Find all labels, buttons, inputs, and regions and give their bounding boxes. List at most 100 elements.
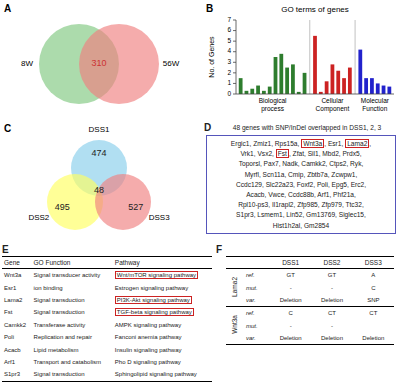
table-cell: TGF-beta signaling pathway (113, 306, 212, 318)
venn-set (79, 24, 159, 104)
table-cell: Signal transducer activity (32, 269, 113, 282)
table-row: Camkk2Transferase activityAMPK signaling… (2, 319, 212, 331)
y-tick (233, 30, 236, 31)
set-label: 8W (21, 59, 33, 68)
cell-text: mut. (246, 285, 258, 291)
figure: 8W56W310A01234567BiologicalprocessCellul… (0, 0, 400, 388)
bar (274, 57, 278, 94)
cell-text: - (331, 285, 333, 291)
cell-text: - (290, 323, 292, 329)
venn-set (95, 174, 151, 230)
cell-text: Deletion (362, 335, 384, 341)
panel: DSS1DSS2DSS347449552748C (2, 122, 196, 238)
table-cell: Wnt3a (2, 269, 32, 282)
cell-text: - (290, 285, 292, 291)
gene-cell: Wnt3a (226, 307, 244, 345)
bar-chart: 01234567BiologicalprocessCellularCompone… (204, 2, 398, 118)
y-tick-label: 5 (227, 37, 231, 44)
table-cell: mut. (244, 281, 270, 293)
table-cell: A (353, 269, 394, 282)
table-cell: C (353, 281, 394, 293)
table-cell: Lipid metabolism (32, 343, 113, 355)
y-tick-label: 6 (227, 26, 231, 33)
column-header: Gene (2, 257, 32, 269)
gene-line: Rpl10-ps3, Il1rapl2, Zfp985, Zfp979, Ttc… (209, 200, 393, 210)
cell-text: ref. (246, 272, 255, 278)
cell-text: Estrogen signaling pathway (115, 285, 188, 291)
group-label-line: Biological (259, 97, 287, 105)
table-cell: GT (270, 269, 311, 282)
table-row: S1pr3Signal transductionSphingolipid sig… (2, 368, 212, 381)
table-cell: CT (311, 307, 352, 320)
cell-text: Replication and repair (34, 334, 92, 340)
gene-line: Ergic1, Zmiz1, Rps15a, Wnt3a, Esr1, Lama… (209, 139, 393, 149)
cell-text: SNP (367, 297, 379, 303)
venn-set (47, 174, 103, 230)
list-title: 48 genes with SNP/InDel overlapped in DS… (216, 124, 398, 131)
table-cell: - (270, 281, 311, 293)
column-header: Pathway (113, 257, 212, 269)
cell-text: Signal transducer activity (34, 272, 101, 278)
table-row: Esr1ion bindingEstrogen signaling pathwa… (2, 281, 212, 293)
bar (313, 36, 317, 94)
bar (331, 64, 335, 94)
group-label-line: Molecular (361, 97, 390, 104)
gene-line: Toporsl, Pax7, Nadk, Camkk2, Ctps2, Ryk, (209, 159, 393, 169)
group-divider (355, 20, 356, 94)
bar (279, 54, 283, 94)
highlighted-cell: Wnt/mTOR signaling pathway (115, 271, 198, 279)
gene-line: S1pr3, Lsmem1, Lin52, Gm13769, Siglec15, (209, 210, 393, 220)
region-count: 527 (128, 202, 143, 212)
table-cell: S1pr3 (2, 368, 32, 381)
column-header: DSS1 (270, 257, 311, 269)
list-box: Ergic1, Zmiz1, Rps15a, Wnt3a, Esr1, Lama… (206, 135, 396, 234)
cell-text: Deletion (280, 297, 302, 303)
cell-text: C (371, 285, 375, 291)
cell-text: var. (246, 335, 256, 341)
table-cell: Esr1 (2, 281, 32, 293)
table-cell: mut. (244, 320, 270, 332)
table-row: FstSignal transductionTGF-beta signaling… (2, 306, 212, 318)
y-tick (233, 51, 236, 52)
bar (376, 83, 380, 94)
table-row: Arf1Transport and catabolismPho D signal… (2, 356, 212, 368)
table-cell: Acacb (2, 343, 32, 355)
bar (250, 89, 254, 94)
highlighted-cell: PI3K-Akt signaling pathway (115, 296, 192, 304)
column-header: GO Function (32, 257, 113, 269)
gene-label: Wnt3a (231, 315, 239, 334)
panel-label: A (4, 3, 11, 14)
cell-text: Wnt3a (4, 272, 21, 278)
y-tick-label: 2 (227, 69, 231, 76)
panel-label: E (2, 244, 9, 255)
gene-line: Acacb, Vwce, Ccdc88b, Arf1, Phf21a, (209, 190, 393, 200)
cell-text: Fst (4, 309, 12, 315)
cell-text: Arf1 (4, 359, 15, 365)
gene-line: Vrk1, Vsx2, Fst, Zfat, Sil1, Mbd2, Prdx5… (209, 149, 393, 159)
cell-text: AMPK signaling pathway (115, 322, 181, 328)
bar (348, 68, 352, 94)
table-cell: Sphingolipid signaling pathway (113, 368, 212, 381)
region-count: 495 (55, 202, 70, 212)
table-cell: var. (244, 332, 270, 345)
table-cell: Estrogen signaling pathway (113, 281, 212, 293)
panel: FDSS1DSS2DSS3Lama2ref.GTGTAmut.--Cvar.De… (216, 244, 398, 386)
header-row: GeneGO FunctionPathway (2, 257, 212, 269)
table: DSS1DSS2DSS3Lama2ref.GTGTAmut.--Cvar.Del… (226, 256, 394, 345)
table-cell: Deletion (270, 332, 311, 345)
highlighted-cell: TGF-beta signaling pathway (115, 308, 194, 316)
cell-text: Esr1 (4, 285, 16, 291)
region-count: 474 (91, 148, 106, 158)
venn: 8W56W310A (2, 2, 196, 118)
table-row: PoliReplication and repairFanconi anemia… (2, 331, 212, 343)
bar (342, 78, 346, 94)
table-row: mut.-- (226, 320, 394, 332)
x-axis (236, 94, 394, 95)
table-cell: Fst (2, 306, 32, 318)
table-row: var.DeletionDeletionDeletion (226, 332, 394, 345)
set-label: DSS1 (89, 125, 110, 134)
y-tick (233, 72, 236, 73)
y-tick-label: 7 (227, 16, 231, 23)
cell-text: Deletion (321, 297, 343, 303)
table: GeneGO FunctionPathway Wnt3a Signal transd… (2, 256, 212, 382)
